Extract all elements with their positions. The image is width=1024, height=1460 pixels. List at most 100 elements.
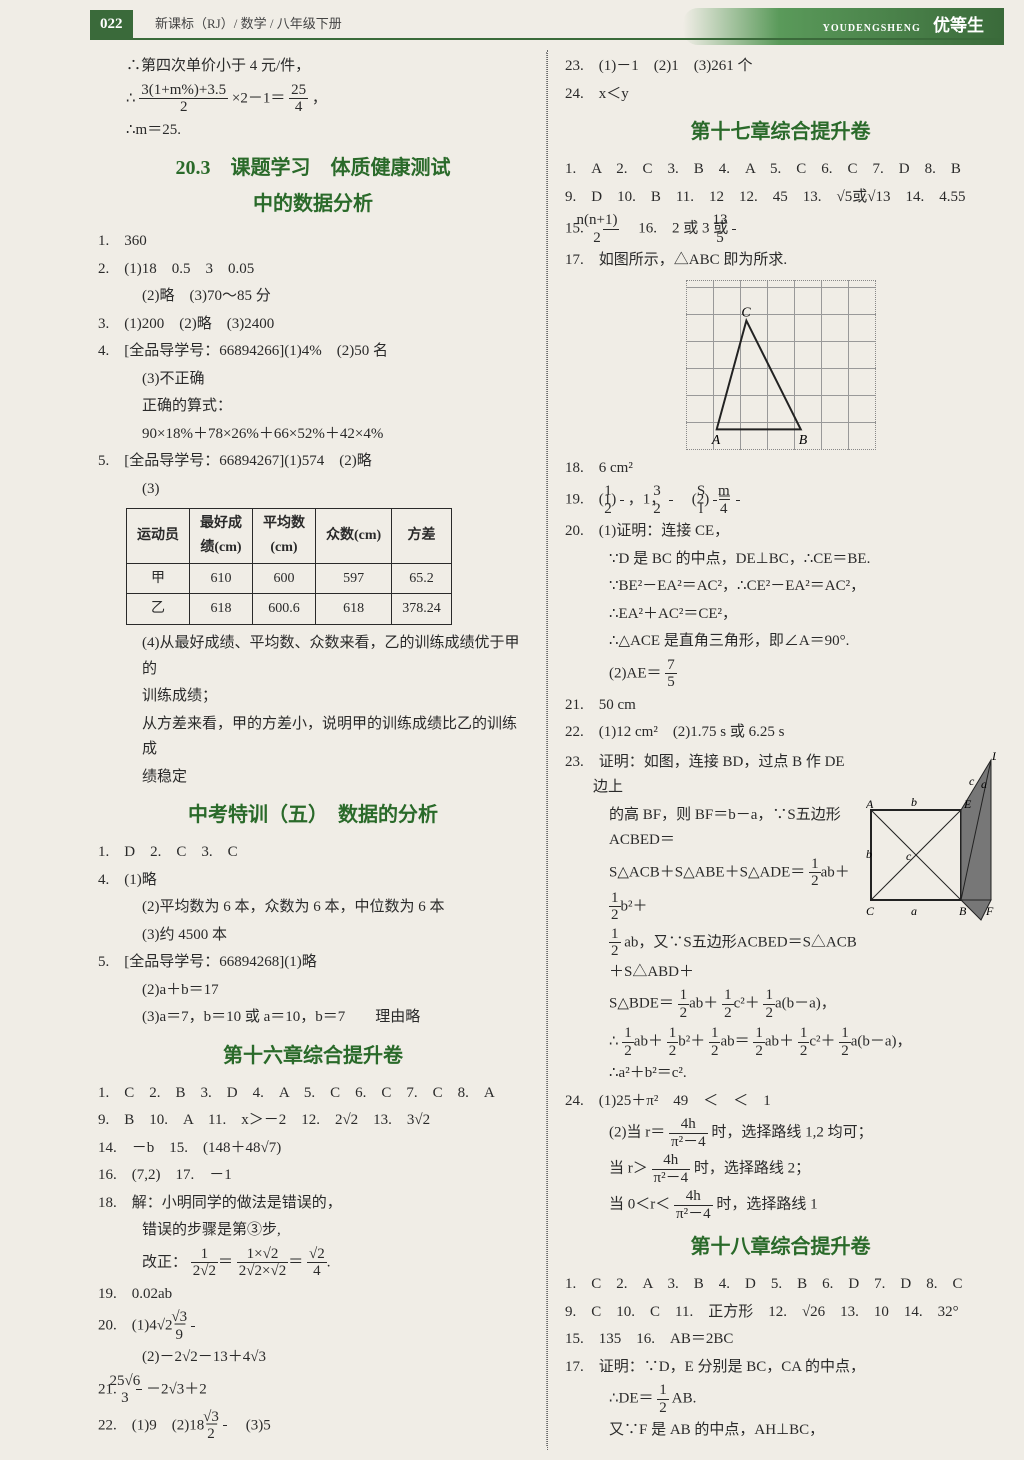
answer-line: ∴△ACE 是直角三角形，即∠A＝90°. bbox=[565, 629, 996, 655]
column-separator bbox=[547, 50, 548, 1450]
fraction: 3(1+m%)+3.52 bbox=[139, 82, 228, 116]
fraction: 4hπ²－4 bbox=[669, 1116, 708, 1150]
section-heading: 20.3 课题学习 体质健康测试 bbox=[98, 151, 528, 185]
answer-line: 20. (1)证明：连接 CE， bbox=[565, 519, 996, 545]
section-heading: 第十六章综合提升卷 bbox=[98, 1039, 528, 1073]
brand-name: 优等生 bbox=[933, 16, 984, 35]
td: 610 bbox=[190, 563, 253, 594]
answer-line: 绩稳定 bbox=[98, 765, 528, 791]
fraction: 12 bbox=[763, 987, 775, 1021]
answer-line: 当 r＞ 4hπ²－4 时，选择路线 2； bbox=[565, 1152, 996, 1186]
section-heading: 第十七章综合提升卷 bbox=[565, 115, 996, 149]
answer-line: 14. －b 15. (148＋48√7) bbox=[98, 1136, 528, 1162]
fraction: Sl bbox=[713, 483, 717, 517]
answer-line: 3. (1)200 (2)略 (3)2400 bbox=[98, 312, 528, 338]
fraction: 12 bbox=[798, 1025, 810, 1059]
sym: ∴ bbox=[126, 90, 136, 106]
td: 甲 bbox=[127, 563, 190, 594]
td: 618 bbox=[190, 594, 253, 625]
td: 乙 bbox=[127, 594, 190, 625]
answer-line: 9. B 10. A 11. x＞－2 12. 2√2 13. 3√2 bbox=[98, 1108, 528, 1134]
pentagon-diagram: A E D C B F b a b a c c bbox=[866, 750, 996, 930]
page-number: 022 bbox=[90, 10, 133, 40]
fraction: 75 bbox=[665, 657, 677, 691]
text: 时，选择路线 1 bbox=[716, 1196, 817, 1212]
answer-line: S△BDE＝ 12ab＋ 12c²＋ 12a(b－a)， bbox=[565, 987, 996, 1021]
fraction: 135 bbox=[732, 212, 736, 246]
fraction: 32 bbox=[669, 483, 673, 517]
text: ∴DE＝ bbox=[609, 1390, 654, 1406]
label: 改正： bbox=[142, 1254, 187, 1270]
answer-line: ∴a²＋b²＝c². bbox=[565, 1061, 996, 1087]
fraction: 12 bbox=[622, 1025, 634, 1059]
fraction: 12 bbox=[839, 1025, 851, 1059]
fraction: √24 bbox=[307, 1246, 327, 1280]
svg-text:c: c bbox=[906, 849, 912, 863]
svg-text:A: A bbox=[710, 432, 720, 447]
answer-line: 19. 0.02ab bbox=[98, 1282, 528, 1308]
svg-text:a: a bbox=[911, 904, 917, 918]
header-rule bbox=[90, 38, 1004, 40]
answer-line: 24. x＜y bbox=[565, 82, 996, 108]
text: (3)5 bbox=[231, 1417, 271, 1433]
th: 最好成 绩(cm) bbox=[190, 509, 253, 564]
triangle-abc: A B C bbox=[687, 281, 875, 449]
text: S△BDE＝ bbox=[609, 995, 674, 1011]
answer-line: 17. 证明：∵D，E 分别是 BC，CA 的中点， bbox=[565, 1355, 996, 1381]
header-subtitle: 新课标（RJ）/ 数学 / 八年级下册 bbox=[155, 13, 342, 35]
fraction: 4hπ²－4 bbox=[652, 1152, 691, 1186]
text: －2√3＋2 bbox=[146, 1381, 207, 1397]
answer-line: 当 0＜r＜ 4hπ²－4 时，选择路线 1 bbox=[565, 1188, 996, 1222]
answer-line: ∵BE²－EA²＝AC²，∴CE²－EA²＝AC²， bbox=[565, 574, 996, 600]
td: 600 bbox=[253, 563, 316, 594]
svg-text:A: A bbox=[866, 797, 874, 811]
answer-line: ∴ 12ab＋ 12b²＋ 12ab＝ 12ab＋ 12c²＋ 12a(b－a)… bbox=[565, 1025, 996, 1059]
text: AB. bbox=[672, 1390, 697, 1406]
answer-line: 2. (1)18 0.5 3 0.05 bbox=[98, 257, 528, 283]
answer-line: 22. (1)12 cm² (2)1.75 s 或 6.25 s bbox=[565, 720, 996, 746]
answer-line: 90×18%＋78×26%＋66×52%＋42×4% bbox=[98, 422, 528, 448]
answer-line: 4. [全品导学号：66894266](1)4% (2)50 名 bbox=[98, 339, 528, 365]
answer-line: 9. D 10. B 11. 12 12. 45 13. √5或√13 14. … bbox=[565, 185, 996, 211]
fraction: 4hπ²－4 bbox=[674, 1188, 713, 1222]
punct: ， bbox=[312, 90, 327, 106]
answer-line: 1. 360 bbox=[98, 229, 528, 255]
fraction: m4 bbox=[736, 483, 740, 517]
answer-line: (3)不正确 bbox=[98, 367, 528, 393]
answer-line: 1. C 2. B 3. D 4. A 5. C 6. C 7. C 8. A bbox=[98, 1081, 528, 1107]
th: 众数(cm) bbox=[316, 509, 392, 564]
content: ∴第四次单价小于 4 元/件， ∴ 3(1+m%)+3.52 ×2－1＝ 254… bbox=[0, 42, 1024, 1456]
answer-line: ∴DE＝ 12 AB. bbox=[565, 1382, 996, 1416]
svg-text:C: C bbox=[866, 904, 875, 918]
td: 597 bbox=[316, 563, 392, 594]
label: 22. (1)9 (2)18－ bbox=[98, 1417, 219, 1433]
text: 当 0＜r＜ bbox=[609, 1196, 670, 1212]
answer-line: 15. 135 16. AB＝2BC bbox=[565, 1327, 996, 1353]
table-row: 运动员 最好成 绩(cm) 平均数 (cm) 众数(cm) 方差 bbox=[127, 509, 452, 564]
answer-line: 从方差来看，甲的方差小，说明甲的训练成绩比乙的训练成 bbox=[98, 712, 528, 763]
op: ×2－1＝ bbox=[232, 90, 285, 106]
th: 平均数 (cm) bbox=[253, 509, 316, 564]
fraction: 12 bbox=[809, 856, 821, 890]
answer-line: (2)AE＝ 75 bbox=[565, 657, 996, 691]
fraction: √32 bbox=[223, 1409, 227, 1443]
answer-line: 18. 解：小明同学的做法是错误的， bbox=[98, 1191, 528, 1217]
answer-line: 改正： 12√2＝ 1×√22√2×√2＝ √24. bbox=[98, 1246, 528, 1280]
fraction: 12 bbox=[657, 1382, 669, 1416]
table-row: 甲 610 600 597 65.2 bbox=[127, 563, 452, 594]
answer-line: (2)略 (3)70～85 分 bbox=[98, 284, 528, 310]
svg-text:c: c bbox=[969, 774, 975, 788]
fraction: n(n+1)2 bbox=[603, 212, 620, 246]
fraction: √39 bbox=[191, 1309, 195, 1343]
svg-text:a: a bbox=[981, 777, 987, 791]
text-line: ∴第四次单价小于 4 元/件， bbox=[98, 54, 528, 80]
stats-table: 运动员 最好成 绩(cm) 平均数 (cm) 众数(cm) 方差 甲 610 6… bbox=[126, 508, 452, 625]
text: 时，选择路线 1,2 均可； bbox=[711, 1124, 872, 1140]
answer-line: 正确的算式： bbox=[98, 394, 528, 420]
answer-line: 12 ab，又∵S五边形ACBED＝S△ACB＋S△ABD＋ bbox=[565, 926, 996, 986]
answer-line: 1. C 2. A 3. B 4. D 5. B 6. D 7. D 8. C bbox=[565, 1272, 996, 1298]
answer-line: 24. (1)25＋π² 49 ＜ ＜ 1 bbox=[565, 1089, 996, 1115]
fraction: 12 bbox=[620, 483, 624, 517]
answer-line: 错误的步骤是第③步, bbox=[98, 1218, 528, 1244]
answer-line: 9. C 10. C 11. 正方形 12. √26 13. 10 14. 32… bbox=[565, 1300, 996, 1326]
